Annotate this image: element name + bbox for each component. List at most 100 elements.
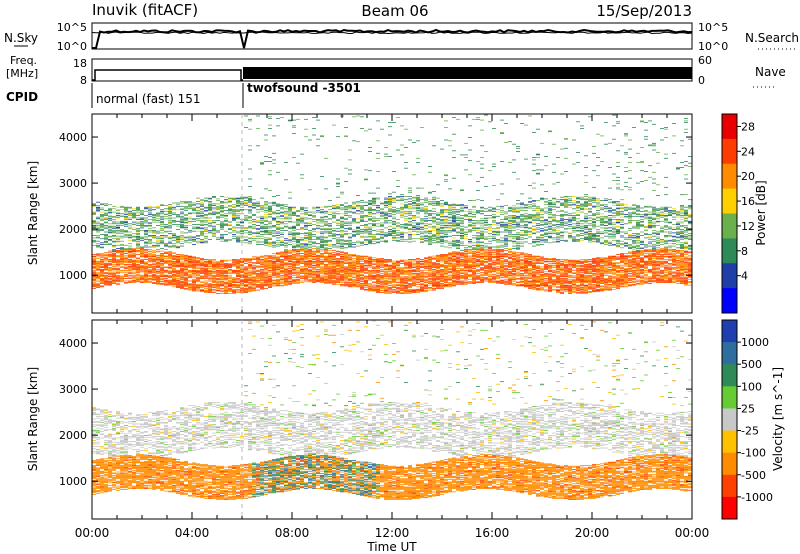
heatmap-cell — [384, 235, 388, 236]
heatmap-cell — [256, 211, 260, 213]
heatmap-cell — [100, 234, 104, 235]
heatmap-cell — [416, 271, 420, 273]
heatmap-cell — [212, 264, 216, 266]
heatmap-cell — [108, 230, 112, 231]
heatmap-cell — [216, 278, 220, 280]
heatmap-cell — [368, 226, 372, 228]
heatmap-cell — [304, 250, 308, 252]
heatmap-cell — [232, 212, 236, 214]
heatmap-cell — [304, 252, 308, 254]
heatmap-cell — [156, 251, 160, 253]
heatmap-cell — [280, 272, 284, 274]
heatmap-cell — [224, 271, 228, 273]
heatmap-cell — [328, 245, 332, 247]
heatmap-cell — [388, 273, 392, 274]
heatmap-cell — [216, 200, 220, 201]
heatmap-cell — [364, 229, 368, 230]
heatmap-cell — [332, 264, 336, 265]
heatmap-cell — [200, 204, 204, 206]
heatmap-cell — [288, 256, 292, 258]
heatmap-cell — [128, 255, 132, 257]
heatmap-cell — [144, 244, 148, 246]
heatmap-cell — [284, 273, 288, 274]
heatmap-cell — [256, 258, 260, 259]
heatmap-cell — [340, 243, 344, 245]
heatmap-cell — [260, 271, 264, 273]
heatmap-cell — [180, 209, 184, 211]
heatmap-cell — [108, 268, 112, 269]
heatmap-cell — [388, 259, 392, 261]
heatmap-cell — [172, 266, 176, 268]
heatmap-cell — [376, 269, 380, 271]
heatmap-cell — [104, 231, 108, 233]
heatmap-cell — [144, 252, 148, 254]
heatmap-cell — [180, 272, 184, 274]
heatmap-cell — [320, 246, 324, 248]
heatmap-cell — [220, 273, 224, 274]
heatmap-cell — [152, 242, 156, 244]
heatmap-cell — [240, 279, 244, 281]
heatmap-cell — [208, 222, 212, 224]
heatmap-cell — [232, 262, 236, 264]
heatmap-cell — [304, 249, 308, 250]
heatmap-cell — [252, 286, 256, 288]
heatmap-cell — [400, 125, 404, 127]
heatmap-cell — [136, 271, 140, 273]
heatmap-cell — [100, 264, 104, 265]
heatmap-cell — [328, 273, 332, 275]
heatmap-cell — [320, 262, 324, 264]
heatmap-cell — [336, 250, 340, 252]
heatmap-cell — [400, 273, 404, 275]
heatmap-cell — [304, 276, 308, 278]
heatmap-cell — [400, 284, 404, 286]
heatmap-cell — [196, 213, 200, 215]
heatmap-cell — [292, 226, 296, 228]
heatmap-cell — [144, 277, 148, 279]
heatmap-cell — [216, 293, 220, 294]
heatmap-cell — [152, 275, 156, 277]
heatmap-cell — [268, 260, 272, 262]
heatmap-cell — [408, 273, 412, 275]
heatmap-cell — [392, 237, 396, 239]
heatmap-cell — [352, 261, 356, 263]
heatmap-cell — [268, 278, 272, 280]
heatmap-cell — [244, 259, 248, 261]
heatmap-cell — [376, 120, 380, 122]
heatmap-cell — [300, 228, 304, 230]
heatmap-cell — [96, 273, 100, 275]
heatmap-cell — [348, 254, 352, 256]
heatmap-cell — [300, 174, 304, 176]
heatmap-cell — [148, 230, 152, 231]
heatmap-cell — [344, 254, 348, 255]
heatmap-cell — [396, 227, 400, 229]
heatmap-cell — [392, 278, 396, 280]
heatmap-cell — [384, 290, 388, 292]
heatmap-cell — [168, 227, 172, 229]
heatmap-cell — [192, 271, 196, 273]
heatmap-cell — [332, 244, 336, 246]
heatmap-cell — [188, 204, 192, 206]
heatmap-cell — [344, 283, 348, 284]
heatmap-cell — [368, 235, 372, 237]
heatmap-cell — [248, 265, 252, 267]
heatmap-cell — [120, 262, 124, 264]
heatmap-cell — [244, 285, 248, 287]
heatmap-cell — [120, 256, 124, 258]
heatmap-cell — [276, 205, 280, 206]
heatmap-cell — [268, 279, 272, 281]
heatmap-cell — [308, 275, 312, 277]
heatmap-cell — [248, 280, 252, 282]
heatmap-cell — [412, 142, 416, 143]
heatmap-cell — [100, 273, 104, 274]
heatmap-cell — [256, 259, 260, 261]
heatmap-cell — [280, 281, 284, 283]
heatmap-cell — [376, 264, 380, 265]
heatmap-cell — [356, 285, 360, 287]
heatmap-cell — [212, 234, 216, 235]
heatmap-cell — [312, 278, 316, 280]
heatmap-cell — [336, 278, 340, 280]
heatmap-cell — [268, 272, 272, 274]
heatmap-cell — [136, 281, 140, 283]
heatmap-cell — [392, 122, 396, 123]
heatmap-cell — [304, 225, 308, 227]
